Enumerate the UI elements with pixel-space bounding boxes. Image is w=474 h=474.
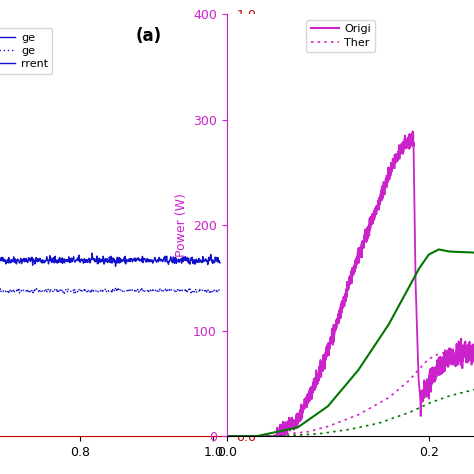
Legend: ge, ge, rrent: ge, ge, rrent (0, 28, 53, 74)
Y-axis label: Current (A): Current (A) (262, 191, 275, 260)
Legend: Origi, Ther: Origi, Ther (307, 20, 375, 52)
Text: (a): (a) (136, 27, 162, 45)
Y-axis label: Power (W): Power (W) (174, 193, 188, 257)
